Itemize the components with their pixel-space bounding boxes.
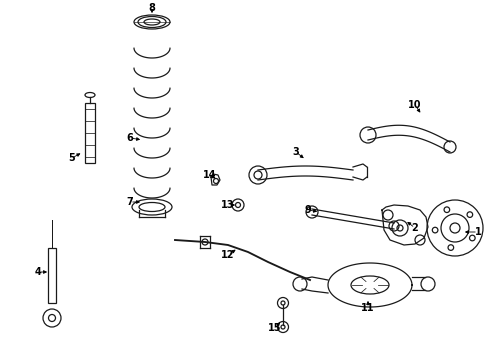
Text: 5: 5	[69, 153, 75, 163]
Text: 15: 15	[268, 323, 282, 333]
Text: 11: 11	[361, 303, 375, 313]
Text: 1: 1	[475, 227, 481, 237]
Text: 7: 7	[126, 197, 133, 207]
Bar	[85, 103, 95, 163]
Text: 6: 6	[126, 133, 133, 143]
Text: 12: 12	[221, 250, 235, 260]
Text: 2: 2	[412, 223, 418, 233]
Text: 14: 14	[203, 170, 217, 180]
Text: 9: 9	[305, 205, 311, 215]
Bar	[48, 248, 56, 303]
Text: 3: 3	[293, 147, 299, 157]
Text: 8: 8	[148, 3, 155, 13]
Text: 4: 4	[35, 267, 41, 277]
Text: 13: 13	[221, 200, 235, 210]
Text: 10: 10	[408, 100, 422, 110]
